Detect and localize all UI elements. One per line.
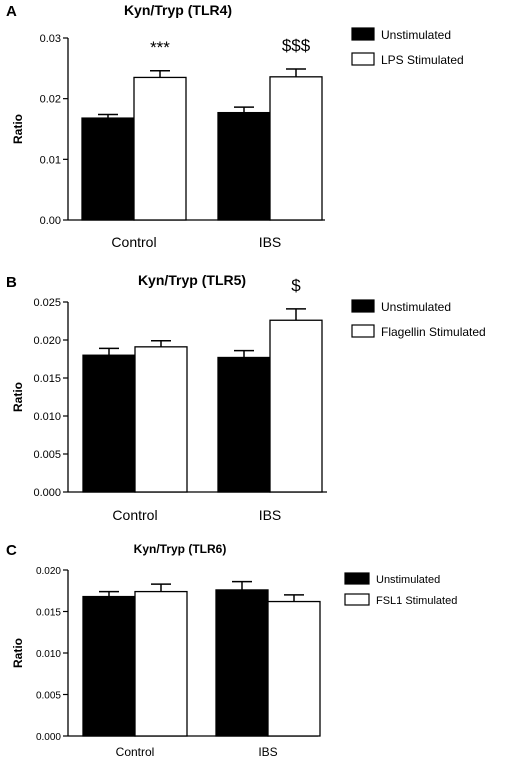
y-tick-label: 0.020: [36, 566, 61, 577]
legend-swatch: [351, 27, 375, 41]
category-label: Control: [116, 745, 155, 759]
chart-panel-b: B Kyn/Tryp (TLR5) 0.000 0.005 0.010 0.015 0.02…: [6, 272, 486, 523]
y-tick-label: 0.01: [40, 154, 61, 166]
bar: [269, 319, 323, 493]
category-label: IBS: [258, 745, 277, 759]
y-tick-label: 0.020: [33, 335, 61, 347]
bar: [217, 356, 271, 493]
bar: [215, 589, 269, 737]
significance-marker: $: [291, 276, 301, 295]
category-label: IBS: [259, 234, 282, 250]
y-tick-label: 0.005: [33, 449, 61, 461]
bar: [269, 76, 323, 221]
significance-marker: ***: [150, 38, 170, 57]
y-axis-label: Ratio: [11, 638, 25, 668]
y-axis-label: Ratio: [11, 382, 25, 412]
legend-label: Flagellin Stimulated: [381, 325, 486, 339]
chart-panel-c: C Kyn/Tryp (TLR6) 0.000 0.005 0.010 0.015 0.02…: [6, 542, 457, 759]
legend-label: LPS Stimulated: [381, 53, 464, 67]
bar: [134, 346, 188, 493]
category-label: Control: [112, 507, 157, 523]
y-tick-label: 0.005: [36, 691, 61, 702]
chart-title: Kyn/Tryp (TLR6): [134, 542, 227, 556]
bar: [82, 595, 136, 737]
y-tick-label: 0.010: [36, 649, 61, 660]
y-tick-label: 0.015: [36, 608, 61, 619]
y-axis-label: Ratio: [11, 114, 25, 144]
legend-label: Unstimulated: [381, 28, 451, 42]
bar: [82, 354, 136, 493]
y-tick-label: 0.025: [33, 297, 61, 309]
y-tick-label: 0.015: [33, 373, 61, 385]
y-tick-label: 0.03: [40, 33, 61, 45]
panel-letter: A: [6, 3, 17, 20]
chart-panel-a: A Kyn/Tryp (TLR4) 0.00 0.01 0.02 0.03 Ratio Con…: [6, 2, 464, 250]
bar: [217, 111, 271, 221]
y-tick-label: 0.000: [36, 732, 61, 743]
category-label: Control: [111, 234, 156, 250]
category-label: IBS: [259, 507, 282, 523]
legend-label: Unstimulated: [376, 574, 440, 586]
bar: [267, 600, 321, 737]
bar: [81, 117, 135, 221]
legend-swatch: [351, 324, 375, 338]
panel-letter: C: [6, 542, 17, 559]
legend-swatch: [351, 299, 375, 313]
panel-letter: B: [6, 274, 17, 291]
y-tick-label: 0.00: [40, 215, 61, 227]
y-tick-label: 0.000: [33, 487, 61, 499]
chart-title: Kyn/Tryp (TLR5): [138, 272, 246, 288]
bar: [134, 590, 188, 737]
legend-swatch: [351, 52, 375, 66]
y-tick-label: 0.010: [33, 411, 61, 423]
bar: [133, 76, 187, 221]
chart-title: Kyn/Tryp (TLR4): [124, 2, 232, 18]
legend-label: Unstimulated: [381, 300, 451, 314]
y-tick-label: 0.02: [40, 94, 61, 106]
significance-marker: $$$: [282, 36, 311, 55]
legend-label: FSL1 Stimulated: [376, 595, 457, 607]
legend-swatch: [344, 593, 370, 606]
legend-swatch: [344, 572, 370, 585]
